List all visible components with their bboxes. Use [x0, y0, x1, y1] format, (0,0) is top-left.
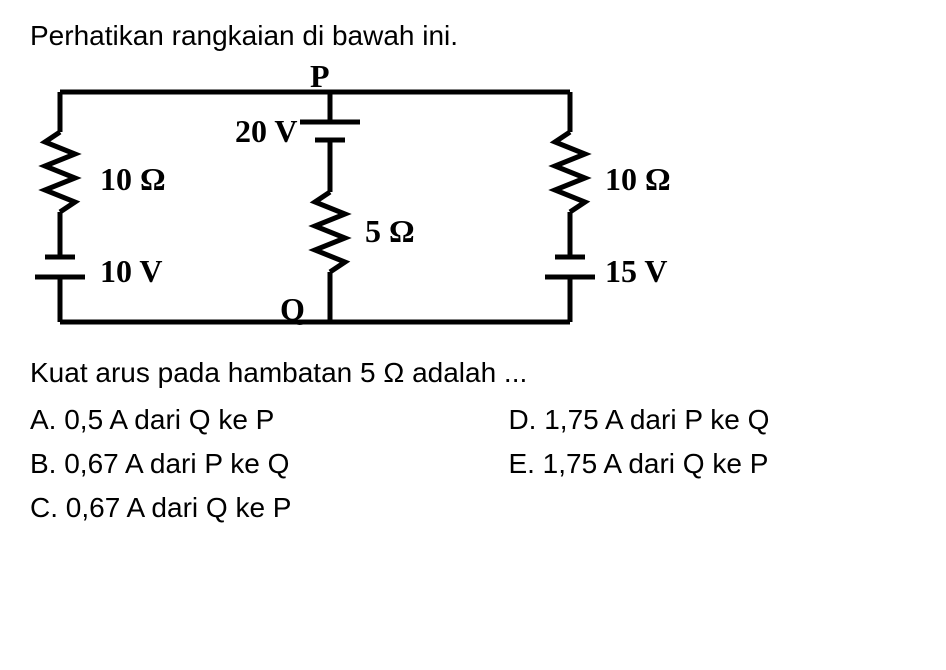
- prompt-text: Kuat arus pada hambatan 5 Ω adalah ...: [30, 357, 916, 389]
- option-d: D. 1,75 A dari P ke Q: [508, 404, 916, 436]
- options-container: A. 0,5 A dari Q ke P B. 0,67 A dari P ke…: [30, 404, 916, 536]
- option-e: E. 1,75 A dari Q ke P: [508, 448, 916, 480]
- node-q-label: Q: [280, 291, 305, 327]
- option-a: A. 0,5 A dari Q ke P: [30, 404, 508, 436]
- question-text: Perhatikan rangkaian di bawah ini.: [30, 20, 916, 52]
- node-p-label: P: [310, 62, 330, 94]
- left-battery-label: 10 V: [100, 253, 163, 289]
- right-battery-label: 15 V: [605, 253, 668, 289]
- left-resistor-label: 10 Ω: [100, 161, 166, 197]
- middle-battery-label: 20 V: [235, 113, 298, 149]
- circuit-diagram: 10 Ω 10 V P 20 V 5 Ω Q 10 Ω 15 V: [30, 62, 680, 342]
- option-b: B. 0,67 A dari P ke Q: [30, 448, 508, 480]
- right-resistor-label: 10 Ω: [605, 161, 671, 197]
- option-c: C. 0,67 A dari Q ke P: [30, 492, 508, 524]
- middle-resistor-label: 5 Ω: [365, 213, 415, 249]
